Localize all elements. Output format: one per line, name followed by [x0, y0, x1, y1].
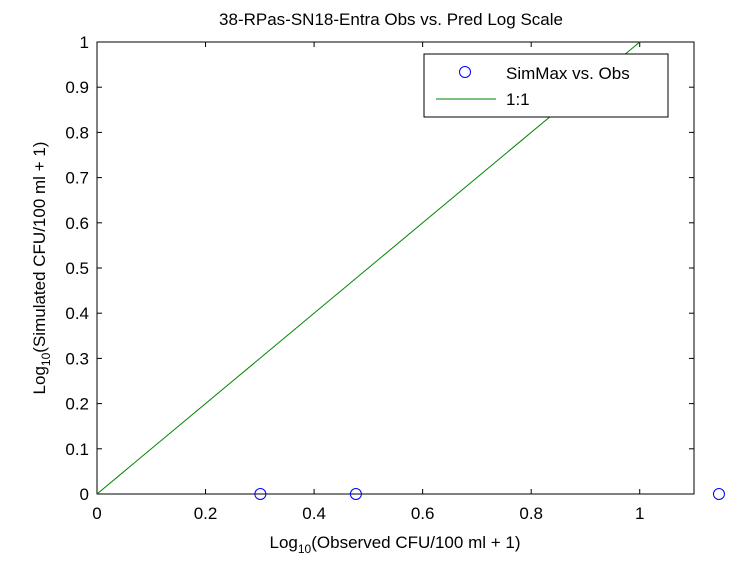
legend-marker-scatter — [459, 66, 471, 78]
x-tick-label: 0.2 — [194, 504, 218, 523]
x-tick-label: 0.4 — [302, 504, 326, 523]
x-axis-label-log: Log — [270, 533, 298, 552]
scatter-point — [349, 488, 362, 500]
y-tick-label: 0.1 — [65, 440, 89, 459]
scatter-point — [254, 488, 267, 500]
y-axis-ticks: 0 0.1 0.2 0.3 0.4 0.5 0.6 0.7 0.8 0.9 1 — [65, 33, 694, 504]
y-tick-label: 0.5 — [65, 259, 89, 278]
legend-label-scatter: SimMax vs. Obs — [506, 64, 630, 83]
y-tick-label: 0.2 — [65, 395, 89, 414]
y-axis-label-text: (Simulated CFU/100 ml + 1) — [30, 142, 49, 353]
y-tick-label: 1 — [80, 33, 89, 52]
y-tick-label: 0.8 — [65, 123, 89, 142]
y-axis-label: Log10(Simulated CFU/100 ml + 1) — [30, 142, 53, 395]
x-tick-label: 0 — [92, 504, 101, 523]
y-tick-label: 0.7 — [65, 169, 89, 188]
scatter-point — [712, 488, 725, 500]
x-tick-label: 0.8 — [519, 504, 543, 523]
x-axis-label-text: (Observed CFU/100 ml + 1) — [311, 533, 520, 552]
x-axis-ticks: 0 0.2 0.4 0.6 0.8 1 — [92, 42, 644, 523]
y-tick-label: 0.4 — [65, 304, 89, 323]
legend-box — [423, 53, 669, 118]
y-axis-label-log: Log — [30, 366, 49, 394]
y-tick-label: 0.9 — [65, 78, 89, 97]
legend: SimMax vs. Obs 1:1 — [423, 53, 669, 118]
chart-title: 38-RPas-SN18-Entra Obs vs. Pred Log Scal… — [219, 10, 563, 29]
x-tick-label: 0.6 — [411, 504, 435, 523]
x-axis-label-subscript: 10 — [298, 542, 312, 556]
y-tick-label: 0.6 — [65, 214, 89, 233]
y-axis-label-subscript: 10 — [39, 352, 53, 366]
x-tick-label: 1 — [635, 504, 644, 523]
y-tick-label: 0 — [80, 485, 89, 504]
x-axis-label: Log10(Observed CFU/100 ml + 1) — [270, 533, 521, 556]
legend-label-line: 1:1 — [506, 90, 530, 109]
y-tick-label: 0.3 — [65, 349, 89, 368]
